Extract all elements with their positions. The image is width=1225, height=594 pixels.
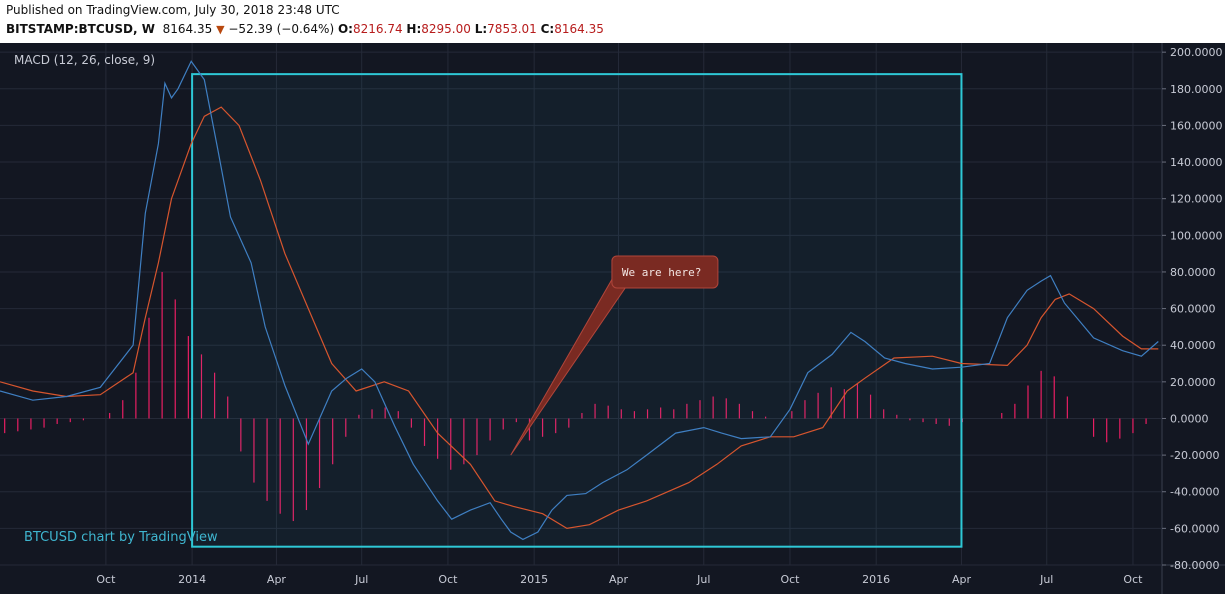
low-label: L: — [474, 22, 488, 36]
indicator-label[interactable]: MACD (12, 26, close, 9) — [14, 53, 156, 67]
axis-corner — [1162, 565, 1225, 594]
x-tick-label: Oct — [1123, 573, 1143, 586]
y-tick-label: -60.0000 — [1170, 522, 1219, 535]
x-tick-label: Apr — [952, 573, 972, 586]
time-axis[interactable] — [0, 565, 1162, 594]
x-tick-label: Oct — [438, 573, 458, 586]
x-tick-label: Oct — [780, 573, 800, 586]
grid-lines — [0, 43, 1162, 566]
last-price: 8164.35 — [162, 22, 213, 36]
y-tick-label: -20.0000 — [1170, 449, 1219, 462]
y-tick-label: 100.0000 — [1170, 229, 1223, 242]
symbol-quote-line: BITSTAMP:BTCUSD, W 8164.35 ▼ −52.39 (−0.… — [6, 22, 604, 36]
high-value: 8295.00 — [421, 22, 471, 36]
plot-area — [0, 43, 1162, 565]
y-tick-label: 200.0000 — [1170, 46, 1223, 59]
x-tick-label: Jul — [1039, 573, 1053, 586]
open-value: 8216.74 — [352, 22, 403, 36]
y-tick-label: 80.0000 — [1170, 266, 1216, 279]
price-change: −52.39 (−0.64%) — [228, 22, 335, 36]
low-value: 7853.01 — [487, 22, 537, 36]
y-tick-label: 20.0000 — [1170, 376, 1216, 389]
y-tick-label: 140.0000 — [1170, 156, 1223, 169]
y-tick-label: 60.0000 — [1170, 303, 1216, 316]
x-tick-label: 2016 — [862, 573, 890, 586]
y-tick-label: 0.0000 — [1170, 412, 1209, 425]
y-tick-label: 120.0000 — [1170, 193, 1223, 206]
down-arrow-icon: ▼ — [216, 23, 225, 36]
histogram-series — [4, 271, 1147, 522]
close-value: 8164.35 — [554, 22, 604, 36]
x-tick-label: 2014 — [178, 573, 206, 586]
callout-box[interactable] — [611, 255, 719, 289]
y-tick-label: 180.0000 — [1170, 83, 1223, 96]
close-label: C: — [540, 22, 555, 36]
highlight-rectangle[interactable] — [191, 73, 963, 548]
callout-annotation[interactable]: We are here? — [510, 255, 719, 456]
signal-line — [0, 106, 1159, 530]
x-tick-label: Apr — [609, 573, 629, 586]
y-tick-label: 160.0000 — [1170, 119, 1223, 132]
price-axis[interactable] — [1162, 43, 1225, 565]
symbol-name[interactable]: BITSTAMP:BTCUSD, W — [6, 22, 155, 36]
published-line: Published on TradingView.com, July 30, 2… — [6, 3, 340, 17]
x-tick-labels: Oct 2014 Apr Jul Oct 2015 Apr Jul Oct 2016 Apr Jul O… — [96, 573, 1143, 586]
watermark[interactable]: BTCUSD chart by TradingView — [24, 530, 218, 545]
macd-line — [0, 60, 1159, 541]
x-tick-label: Apr — [267, 573, 287, 586]
callout-text: We are here? — [622, 266, 701, 279]
y-tick-labels: 200.0000 180.0000 160.0000 140.0000 120.0000… — [1162, 46, 1223, 572]
open-label: O: — [337, 22, 353, 36]
y-tick-label: -80.0000 — [1170, 559, 1219, 572]
high-label: H: — [406, 22, 422, 36]
x-tick-label: Oct — [96, 573, 116, 586]
y-tick-label: -40.0000 — [1170, 486, 1219, 499]
x-tick-label: Jul — [354, 573, 368, 586]
macd-chart[interactable]: We are here? 200.0000 180.0000 160.0000 140… — [0, 43, 1225, 594]
y-tick-label: 40.0000 — [1170, 339, 1216, 352]
x-tick-label: 2015 — [520, 573, 548, 586]
x-tick-label: Jul — [696, 573, 710, 586]
